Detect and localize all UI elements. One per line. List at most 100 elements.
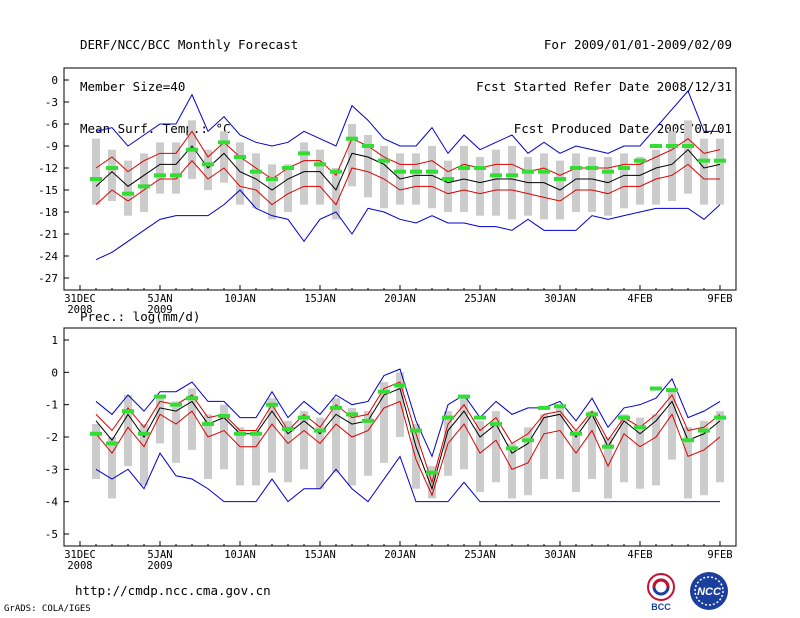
observation-marker [282, 426, 294, 431]
header-period: For 2009/01/01-2009/02/09 [543, 37, 732, 52]
observation-marker [650, 144, 662, 148]
ensemble-box [524, 157, 532, 216]
ensemble-box [92, 138, 100, 205]
observation-marker [586, 166, 598, 170]
ensemble-box [204, 149, 212, 190]
observation-marker [234, 431, 246, 436]
x-tick-label: 31DEC [64, 549, 96, 561]
x-tick-label: 25JAN [464, 293, 496, 305]
y-tick-label: -4 [45, 496, 59, 509]
header-variable: Mean Surf. Temp.: °C [80, 121, 231, 136]
footer-url[interactable]: http://cmdp.ncc.cma.gov.cn [75, 583, 271, 598]
observation-marker [682, 144, 694, 148]
ensemble-box [92, 424, 100, 480]
y-tick-label: -18 [38, 206, 58, 219]
observation-marker [378, 389, 390, 394]
ensemble-box [412, 424, 420, 489]
ensemble-box [204, 414, 212, 480]
ensemble-box [316, 149, 324, 205]
observation-marker [410, 169, 422, 174]
observation-marker [426, 169, 438, 174]
observation-marker [330, 169, 342, 174]
ensemble-box [364, 411, 372, 476]
ensemble-box [220, 131, 228, 183]
observation-marker [490, 173, 502, 178]
ensemble-box [668, 131, 676, 201]
observation-marker [442, 415, 454, 420]
observation-marker [282, 166, 294, 170]
observation-marker [506, 446, 518, 451]
y-tick-label: -1 [45, 399, 58, 412]
observation-marker [394, 383, 406, 388]
ensemble-box [492, 411, 500, 483]
observation-marker [602, 169, 614, 174]
observation-marker [650, 386, 662, 391]
observation-marker [426, 470, 438, 475]
ensemble-box [172, 401, 180, 463]
x-tick-label: 2008 [67, 560, 92, 572]
ensemble-box [252, 430, 260, 486]
observation-marker [570, 431, 582, 436]
observation-marker [106, 441, 118, 446]
observation-marker [314, 162, 326, 167]
ensemble-box [572, 430, 580, 492]
ensemble-box [332, 398, 340, 473]
ensemble-box [508, 443, 516, 499]
ensemble-box [252, 153, 260, 209]
x-tick-label: 9FEB [707, 549, 732, 561]
x-tick-label: 20JAN [384, 293, 416, 305]
y-tick-label: -21 [38, 228, 58, 241]
ensemble-box [572, 153, 580, 212]
ensemble-box [444, 160, 452, 212]
ensemble-box [380, 146, 388, 209]
header-member-size: Member Size=40 [80, 79, 186, 94]
ensemble-box [620, 414, 628, 483]
ensemble-box [140, 153, 148, 212]
ensemble-box [652, 149, 660, 205]
y-tick-label: -27 [38, 272, 58, 285]
observation-marker [234, 155, 246, 159]
x-tick-label: 9FEB [707, 293, 732, 305]
observation-marker [170, 173, 182, 178]
ensemble-box [700, 138, 708, 205]
y-tick-label: -3 [45, 96, 58, 109]
y-tick-label: -12 [38, 162, 58, 175]
ensemble-box [300, 142, 308, 205]
observation-marker [394, 169, 406, 174]
ensemble-box [380, 382, 388, 463]
mean-line [95, 145, 721, 191]
observation-marker [442, 177, 454, 181]
header-start-date: Fcst Started Refer Date 2008/12/31 [476, 79, 732, 94]
observation-marker [378, 158, 390, 163]
observation-marker [346, 136, 358, 141]
observation-marker [410, 428, 422, 433]
y-tick-label: -3 [45, 463, 58, 476]
ensemble-box [652, 414, 660, 486]
observation-marker [634, 425, 646, 430]
ensemble-box [556, 404, 564, 480]
ensemble-box [332, 168, 340, 220]
y-tick-label: 0 [51, 74, 58, 87]
observation-marker [474, 415, 486, 420]
max-line [95, 368, 721, 458]
observation-marker [618, 166, 630, 170]
observation-marker [666, 144, 678, 148]
observation-marker [618, 415, 630, 420]
upper-spread-line [95, 381, 721, 484]
observation-marker [714, 158, 726, 163]
observation-marker [346, 412, 358, 417]
x-tick-label: 30JAN [544, 293, 576, 305]
ensemble-box [604, 157, 612, 216]
observation-marker [666, 388, 678, 393]
observation-marker [602, 444, 614, 449]
ensemble-box [540, 414, 548, 480]
observation-marker [154, 173, 166, 178]
observation-marker [714, 415, 726, 420]
ensemble-box [588, 157, 596, 212]
ensemble-box [636, 417, 644, 489]
ensemble-box [268, 398, 276, 473]
min-line [95, 452, 720, 503]
observation-marker [186, 396, 198, 401]
observation-marker [458, 166, 470, 170]
observation-marker [202, 162, 214, 167]
